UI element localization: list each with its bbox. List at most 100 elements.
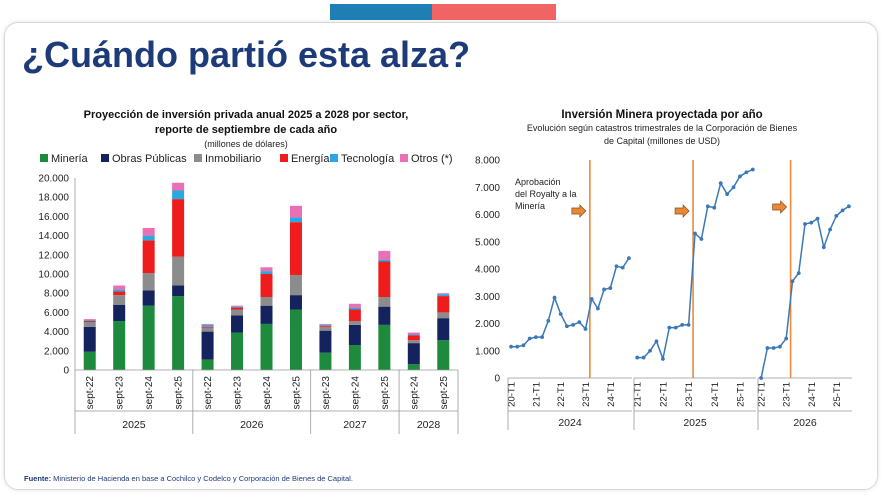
royalty-annotation-line: del Royalty a la [515,189,577,199]
bar-x-tick-label: sept-22 [203,376,214,410]
bar-segment-5 [83,319,96,321]
bar-chart-bars [83,182,450,370]
mining-data-point [731,185,736,190]
line-x-tick-label: 21-T1 [531,382,542,407]
bar-segment-1 [201,331,214,360]
line-chart-subtitle-line1: Evolución según catastros trimestrales d… [527,123,798,133]
mining-data-point [552,295,557,300]
mining-data-point [635,355,640,360]
bar-chart-subtitle: (millones de dólares) [204,139,288,149]
mining-data-point [608,286,613,290]
bar-y-tick-label: 10.000 [38,270,69,281]
royalty-arrow-icon [674,204,690,218]
legend-swatch-5 [400,154,408,162]
bar-segment-1 [260,305,273,324]
line-y-tick-label: 8.000 [475,156,500,167]
legend-label-1: Obras Públicas [112,153,187,165]
mining-data-point [828,227,832,232]
bar-segment-0 [407,364,420,370]
bar-segment-4 [407,334,420,336]
line-y-tick-label: 4.000 [475,265,500,276]
bar-segment-2 [83,322,96,327]
bar-chart-y-axis: 0 2.000 4.000 6.000 8.000 10.000 12.000 14.000 1… [38,174,76,377]
bar-x-tick-label: sept-25 [439,376,450,410]
legend-swatch-4 [330,154,338,162]
bar-segment-1 [348,324,361,346]
line-panel-year: 2026 [793,417,817,429]
line-x-tick-label: 22-T1 [757,382,768,407]
line-chart-y-axis: 0 1.000 2.000 3.000 4.000 5.000 6.000 7.000 8.00… [475,156,500,385]
bar-segment-4 [378,259,391,262]
bar-x-tick-label: sept-22 [85,376,96,410]
bar-segment-5 [201,323,214,325]
mining-data-point [596,306,600,311]
bar-segment-3 [407,335,420,341]
line-x-tick-label: 23-T1 [581,382,592,407]
bar-segment-5 [142,227,155,236]
bar-x-tick-label: sept-24 [144,376,155,410]
bar-y-tick-label: 2.000 [44,346,69,357]
bar-segment-1 [407,343,420,365]
bar-segment-2 [142,273,155,291]
bar-segment-1 [289,295,302,310]
mining-data-point [546,318,551,323]
bar-segment-0 [319,352,332,370]
mining-data-point [620,265,625,270]
bar-segment-3 [172,199,185,257]
mining-data-point [558,312,563,316]
mining-data-point [759,376,764,380]
mining-data-point [744,170,749,175]
bar-segment-2 [348,321,361,325]
bar-segment-3 [348,309,361,322]
bar-segment-5 [231,305,244,307]
mining-data-point [648,348,652,353]
bar-y-tick-label: 18.000 [38,193,69,204]
line-x-tick-label: 22-T1 [658,382,669,407]
bar-segment-1 [83,326,96,352]
bar-segment-5 [319,323,332,325]
bar-segment-5 [407,332,420,335]
source-label: Fuente: [24,474,52,483]
mining-data-point [565,324,569,329]
mining-data-point [834,213,839,218]
line-y-tick-label: 3.000 [475,292,500,303]
bar-segment-4 [289,217,302,223]
mining-data-point [534,335,538,340]
bar-y-tick-label: 16.000 [38,212,69,223]
bar-x-tick-label: sept-23 [321,376,332,410]
bar-group-label: 2028 [417,419,441,431]
mining-data-point [627,256,631,260]
mining-data-point [527,336,532,341]
bar-chart-x-axis: sept-22 sept-23 sept-24 sept-25 sept-22 sept-… [74,369,459,434]
bar-segment-3 [231,307,244,310]
mining-series-line [637,168,754,362]
bar-segment-2 [172,256,185,286]
page-title: ¿Cuándo partió esta alza? [22,34,471,75]
bar-y-tick-label: 8.000 [44,289,69,300]
legend-swatch-2 [194,154,202,162]
bar-segment-1 [378,306,391,325]
bar-segment-1 [319,330,332,353]
mining-data-point [778,344,782,349]
line-x-tick-label: 23-T1 [782,382,793,407]
mining-series-line [511,257,630,348]
bar-segment-1 [172,285,185,297]
mining-data-point [771,346,776,350]
bar-segment-1 [231,315,244,333]
mining-data-point [809,220,814,225]
bar-chart-legend: Minería Obras Públicas Inmobiliario Energía… [40,153,453,165]
bar-segment-4 [348,307,361,310]
line-panel-2025: 21-T1 22-T1 23-T1 24-T1 25-T1 2025 [633,160,756,430]
bar-segment-0 [231,332,244,370]
line-x-tick-label: 21-T1 [633,382,644,407]
royalty-annotation-line: Aprobación [515,177,561,187]
bar-y-tick-label: 4.000 [44,327,69,338]
bar-segment-5 [348,303,361,308]
bar-y-tick-label: 6.000 [44,308,69,319]
line-y-tick-label: 2.000 [475,319,500,330]
legend-swatch-1 [101,154,109,162]
bar-x-tick-label: sept-23 [115,376,126,410]
mining-data-point [521,343,526,348]
bar-segment-5 [378,250,391,260]
